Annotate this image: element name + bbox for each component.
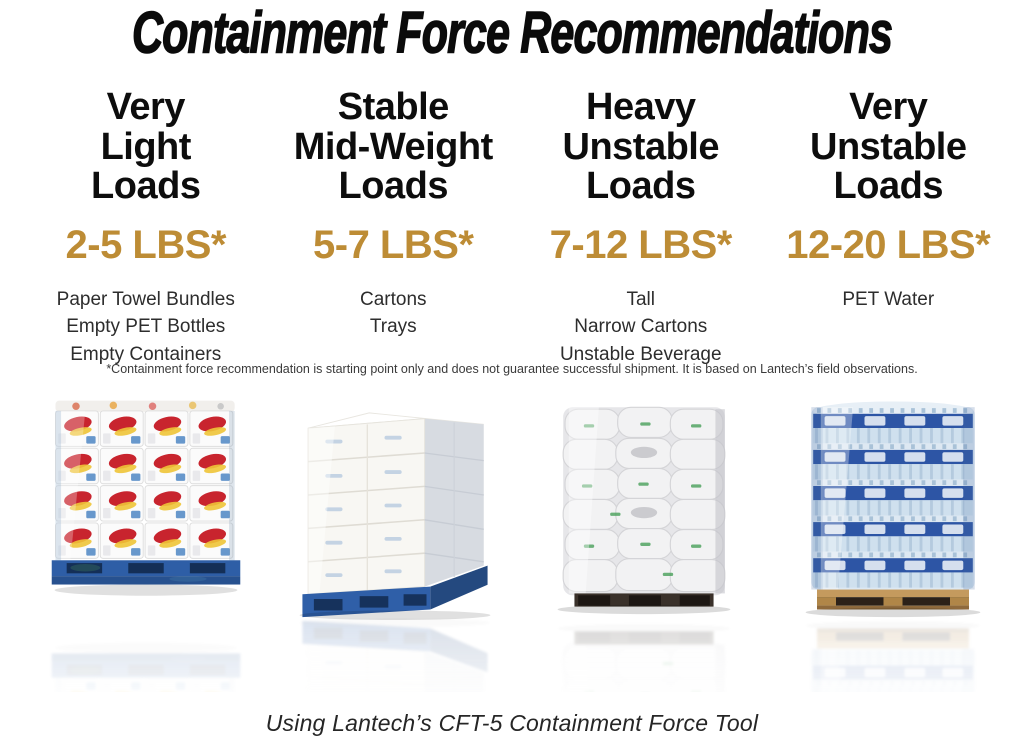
pallet-image <box>550 392 738 620</box>
footnote: *Containment force recommendation is sta… <box>0 362 1024 376</box>
heading-line: Heavy <box>517 88 765 128</box>
example-load-item: Paper Towel Bundles <box>22 286 270 314</box>
pallet-photo-cartons <box>270 392 519 620</box>
heading-line: Very <box>765 88 1013 128</box>
page-title: Containment Force Recommendations <box>72 0 953 67</box>
example-load-item: Narrow Cartons <box>517 313 765 341</box>
pallet-photo-paper-towels <box>21 392 270 620</box>
force-range-value: 12-20 LBS* <box>765 223 1013 268</box>
load-type-heading: Heavy Unstable Loads <box>517 88 765 207</box>
pallet-image <box>285 392 505 620</box>
force-range-value: 2-5 LBS* <box>22 223 270 268</box>
floor-reflection <box>21 618 270 692</box>
heading-line: Loads <box>765 167 1013 207</box>
pallet-photo-bagged-goods <box>519 392 768 620</box>
column-stable-mid-weight-loads: Stable Mid-Weight Loads 5-7 LBS* Cartons… <box>270 88 518 368</box>
floor-reflection <box>270 618 519 692</box>
force-range-value: 7-12 LBS* <box>517 223 765 268</box>
column-very-light-loads: Very Light Loads 2-5 LBS* Paper Towel Bu… <box>22 88 270 368</box>
pallet-photo-pet-water <box>768 392 1017 620</box>
load-type-heading: Very Light Loads <box>22 88 270 207</box>
caption: Using Lantech’s CFT-5 Containment Force … <box>0 710 1024 737</box>
heading-line: Light <box>22 128 270 168</box>
heading-line: Loads <box>270 167 518 207</box>
heading-line: Stable <box>270 88 518 128</box>
column-heavy-unstable-loads: Heavy Unstable Loads 7-12 LBS* Tall Narr… <box>517 88 765 368</box>
heading-line: Very <box>22 88 270 128</box>
example-load-item: Cartons <box>270 286 518 314</box>
floor-reflection <box>768 618 1017 692</box>
example-load-item: Tall <box>517 286 765 314</box>
force-range-value: 5-7 LBS* <box>270 223 518 268</box>
example-load-list: PET Water <box>765 286 1013 314</box>
floor-reflection <box>519 618 768 692</box>
example-load-item: PET Water <box>765 286 1013 314</box>
pallet-photo-row <box>7 392 1017 692</box>
heading-line: Loads <box>517 167 765 207</box>
load-type-heading: Very Unstable Loads <box>765 88 1013 207</box>
heading-line: Unstable <box>765 128 1013 168</box>
example-load-item: Empty PET Bottles <box>22 313 270 341</box>
example-load-item: Trays <box>270 313 518 341</box>
example-load-list: Paper Towel Bundles Empty PET Bottles Em… <box>22 286 270 369</box>
heading-line: Unstable <box>517 128 765 168</box>
load-type-heading: Stable Mid-Weight Loads <box>270 88 518 207</box>
recommendation-columns: Very Light Loads 2-5 LBS* Paper Towel Bu… <box>12 88 1012 356</box>
example-load-list: Tall Narrow Cartons Unstable Beverage <box>517 286 765 369</box>
pallet-image <box>48 396 244 620</box>
heading-line: Loads <box>22 167 270 207</box>
slide: Containment Force Recommendations Very L… <box>0 4 1024 753</box>
pallet-image <box>798 392 988 620</box>
heading-line: Mid-Weight <box>270 128 518 168</box>
column-very-unstable-loads: Very Unstable Loads 12-20 LBS* PET Water <box>765 88 1013 368</box>
example-load-list: Cartons Trays <box>270 286 518 341</box>
